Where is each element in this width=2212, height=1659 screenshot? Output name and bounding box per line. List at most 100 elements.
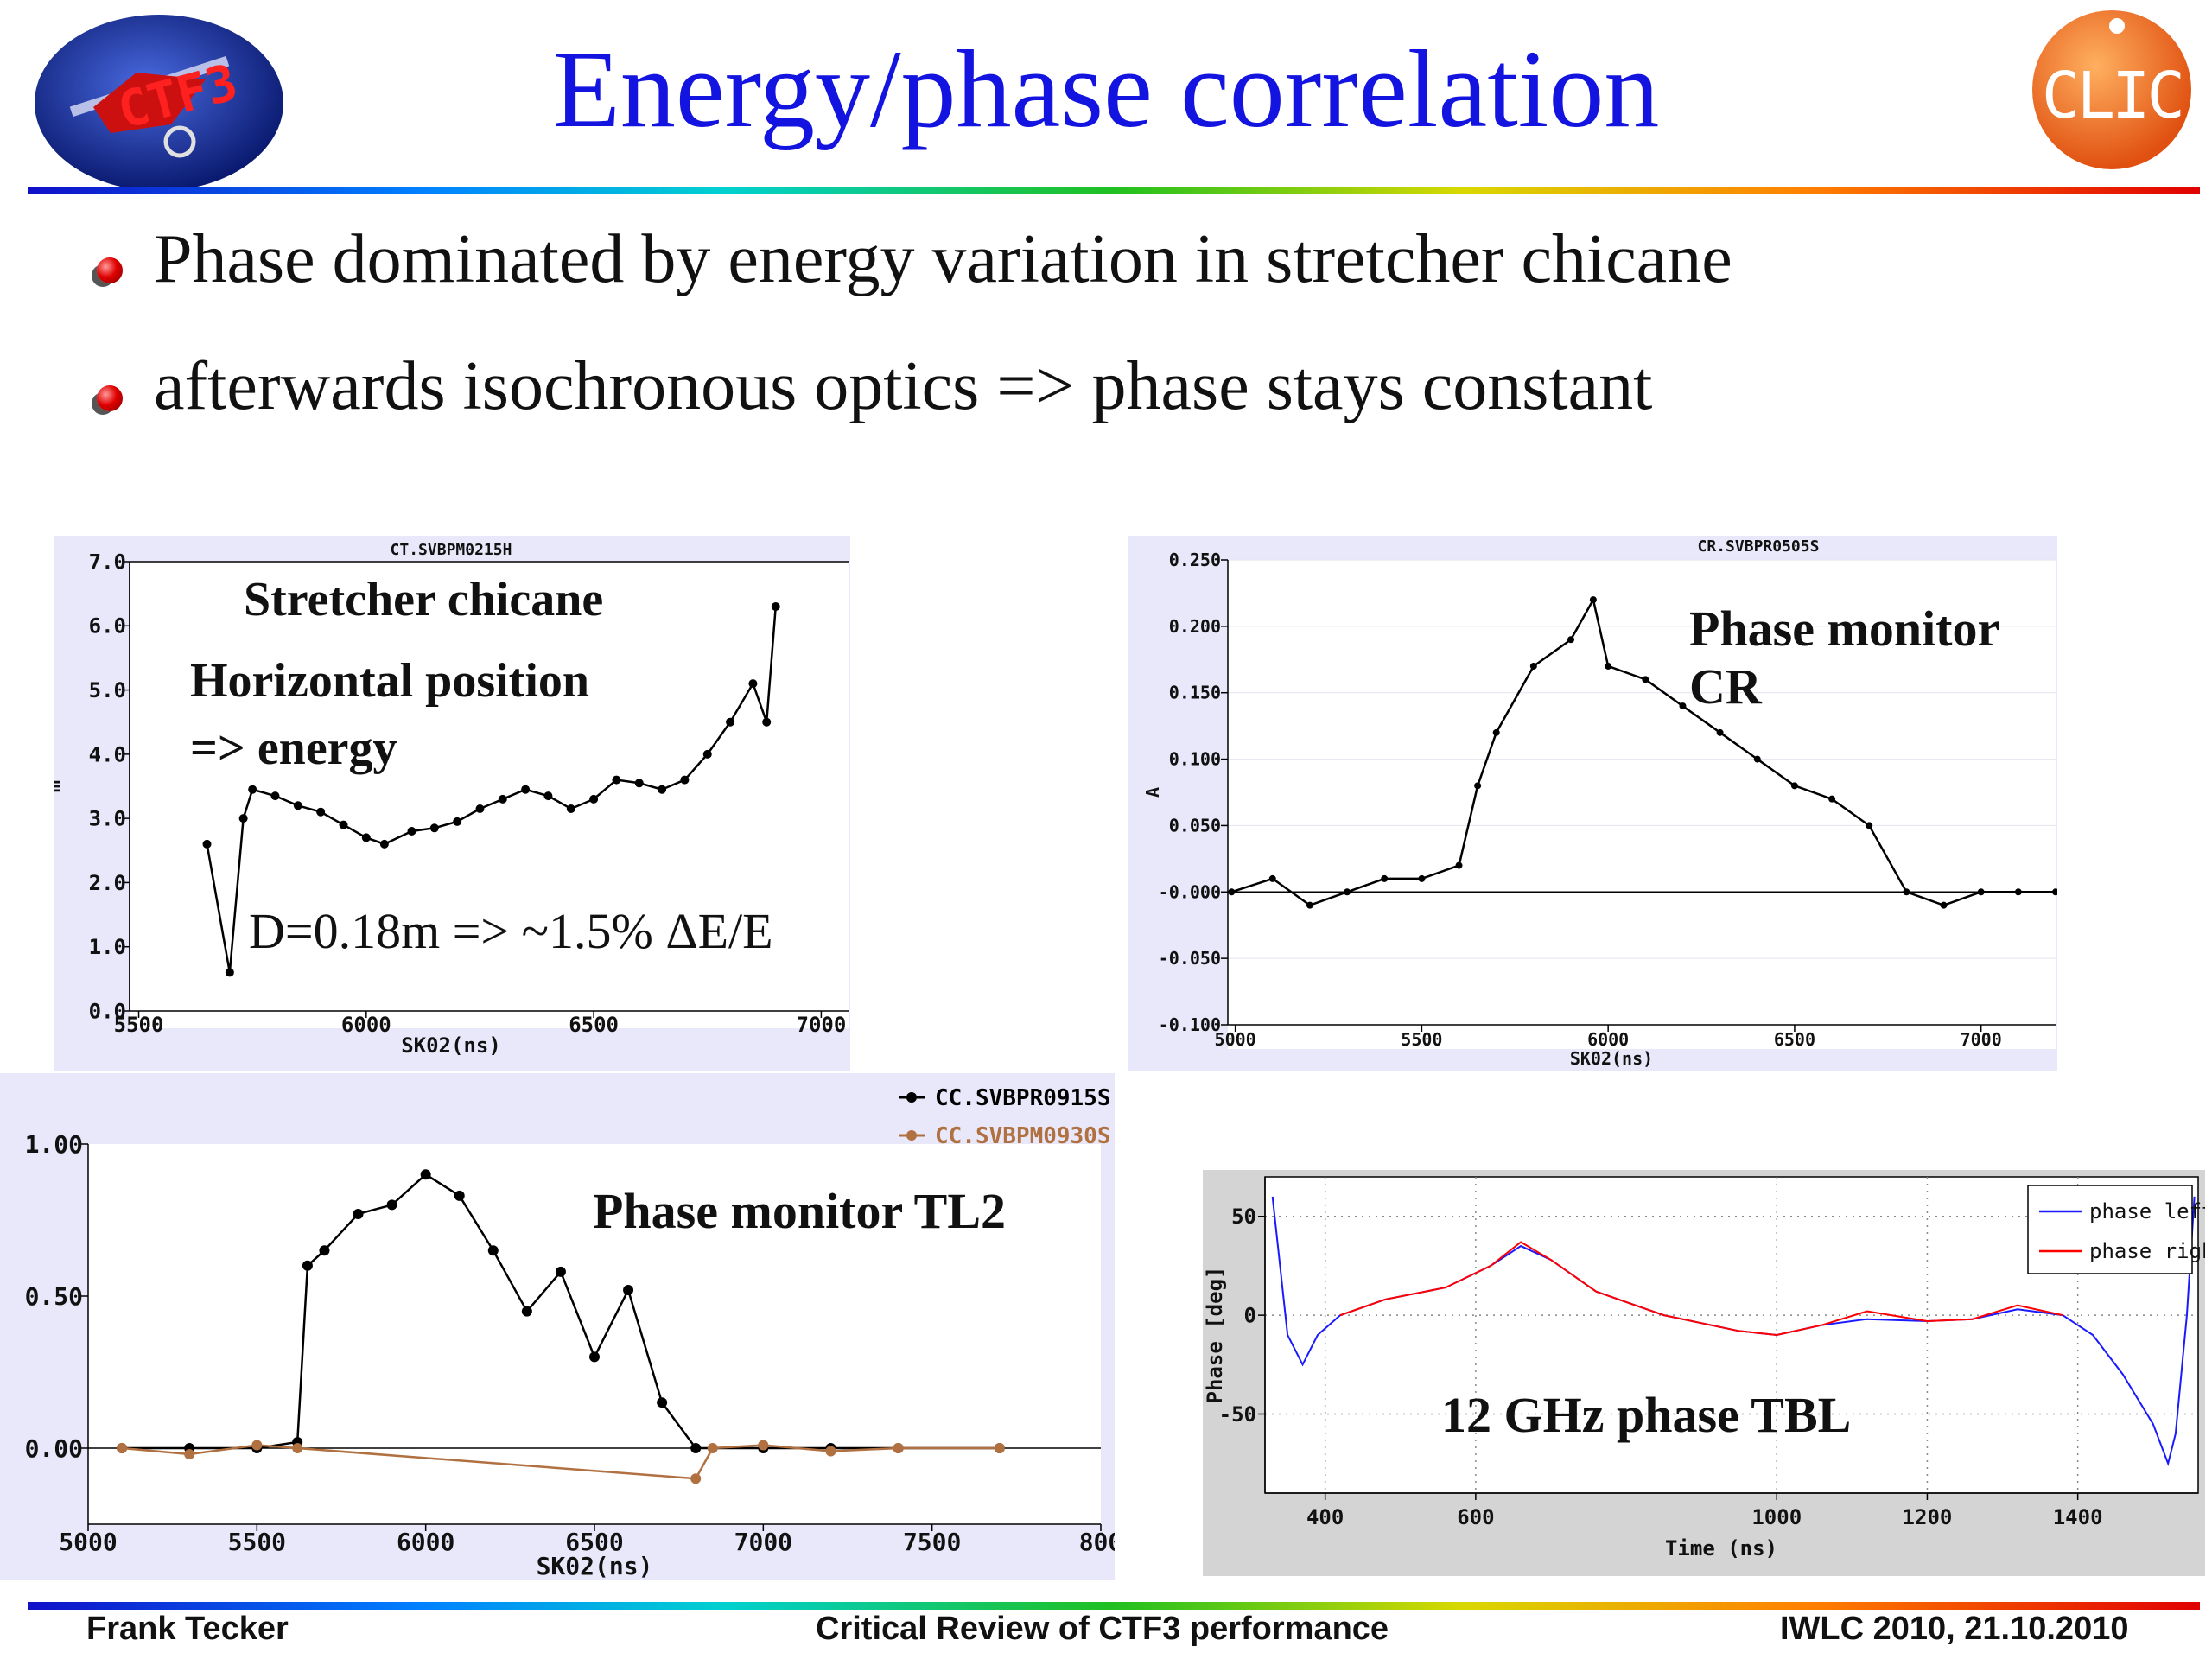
x-axis-label: SK02(ns) xyxy=(537,1552,653,1580)
data-point xyxy=(379,839,389,849)
data-point xyxy=(1492,728,1500,736)
data-point xyxy=(543,791,553,801)
data-point xyxy=(339,820,348,830)
y-tick-label: 7.0 xyxy=(89,550,126,574)
y-tick-label: 1.0 xyxy=(89,935,126,959)
x-tick-label: 1200 xyxy=(1903,1505,1953,1529)
data-point xyxy=(589,1351,600,1363)
data-point xyxy=(2014,888,2022,896)
x-tick-label: 7000 xyxy=(734,1528,792,1556)
footer-event: IWLC 2010, 21.10.2010 xyxy=(1780,1611,2129,1647)
header-divider xyxy=(28,187,2200,194)
data-point xyxy=(566,804,575,813)
annotation-stretcher: Stretcher chicane xyxy=(244,573,604,626)
x-axis-label: SK02(ns) xyxy=(401,1033,501,1058)
bullet-text: afterwards isochronous optics => phase s… xyxy=(154,348,1653,424)
annotation-dispersion: D=0.18m => ~1.5% ΔE/E xyxy=(249,903,773,959)
data-point xyxy=(454,1190,465,1201)
data-point xyxy=(771,602,780,611)
x-tick-label: 7000 xyxy=(797,1013,847,1037)
chart-panel-tl2: 5000 5500 6000 6500 7000 7500 800 1.00 0.50 0.00 S… xyxy=(0,1073,1115,1580)
data-point xyxy=(407,827,416,836)
data-point xyxy=(293,801,302,810)
annotation-horizontal-position: Horizontal position xyxy=(190,654,590,708)
y-tick-label: 0.00 xyxy=(25,1434,83,1463)
y-tick-label: 0 xyxy=(1244,1304,1256,1328)
y-tick-label: 0.50 xyxy=(25,1282,83,1311)
data-point xyxy=(386,1199,397,1211)
data-point xyxy=(1455,861,1463,869)
legend-label: CC.SVBPR0915S xyxy=(935,1085,1111,1111)
legend-label: phase right xyxy=(2089,1239,2205,1263)
y-tick-label: -0.000 xyxy=(1159,881,1221,902)
data-point xyxy=(117,1443,128,1453)
data-point xyxy=(420,1169,431,1180)
chart-cr: CR.SVBPR0505S 5000 5500 6000 6500 7000 0.250 0… xyxy=(1142,537,2057,1069)
data-point xyxy=(1828,795,1836,803)
footer-divider xyxy=(28,1602,2200,1610)
y-axis-label: Phase [deg] xyxy=(1203,1267,1227,1404)
data-point xyxy=(1589,596,1597,604)
data-point xyxy=(680,775,690,785)
y-tick-label: 5.0 xyxy=(89,678,126,702)
y-tick-label: 50 xyxy=(1231,1205,1256,1229)
series-line xyxy=(206,606,777,973)
data-point xyxy=(521,785,531,794)
data-point xyxy=(658,785,667,794)
data-point xyxy=(1642,676,1649,683)
data-point xyxy=(1529,662,1537,670)
clic-logo: CLIC xyxy=(2027,3,2196,176)
data-point xyxy=(702,749,712,759)
svg-text:CLIC: CLIC xyxy=(2042,59,2182,133)
x-tick-label: 6500 xyxy=(565,1528,623,1556)
data-point xyxy=(292,1443,303,1453)
y-axis-label: A xyxy=(1142,787,1163,798)
annotation-energy: => energy xyxy=(190,721,397,775)
bullet-icon xyxy=(97,385,123,411)
y-tick-label: 3.0 xyxy=(89,807,126,831)
data-point xyxy=(825,1446,836,1457)
data-point xyxy=(353,1208,364,1219)
data-point xyxy=(762,717,772,727)
x-tick-label: 1000 xyxy=(1751,1505,1802,1529)
data-point xyxy=(498,794,507,804)
chart-panel-stretcher: CT.SVBPM0215H 5500 6000 6500 7000 0.0 1.0 2.0 3… xyxy=(54,536,850,1071)
y-tick-label: 0.150 xyxy=(1169,683,1221,703)
data-point xyxy=(994,1443,1005,1453)
data-point xyxy=(748,679,758,689)
data-point xyxy=(1679,702,1687,710)
data-point xyxy=(270,791,280,801)
data-point xyxy=(1418,874,1426,882)
x-tick-label: 5000 xyxy=(1215,1029,1256,1050)
y-tick-label: 2.0 xyxy=(89,871,126,895)
series-line xyxy=(121,1444,1000,1480)
y-axis-label: m xyxy=(54,780,66,792)
x-tick-label: 5500 xyxy=(114,1013,164,1037)
data-point xyxy=(707,1443,718,1453)
data-point xyxy=(238,814,248,823)
y-tick-label: -0.050 xyxy=(1159,948,1221,969)
data-point xyxy=(634,779,644,788)
bullet-icon xyxy=(97,257,123,283)
data-point xyxy=(453,817,462,826)
data-point xyxy=(1306,901,1313,909)
data-point xyxy=(1268,874,1276,882)
data-point xyxy=(1381,874,1389,882)
data-point xyxy=(1977,888,1985,896)
data-point xyxy=(657,1397,668,1408)
data-point xyxy=(251,1440,263,1451)
x-tick-label: 6000 xyxy=(397,1528,454,1556)
data-point xyxy=(225,968,234,977)
footer-talk-title: Critical Review of CTF3 performance xyxy=(816,1611,1389,1647)
data-point xyxy=(1474,782,1482,790)
x-tick-label: 7500 xyxy=(903,1528,961,1556)
data-point xyxy=(1228,888,1236,896)
data-point xyxy=(521,1306,532,1317)
footer-author: Frank Tecker xyxy=(86,1611,289,1647)
data-point xyxy=(1716,728,1724,736)
x-axis-label: SK02(ns) xyxy=(1570,1048,1653,1069)
y-tick-label: 4.0 xyxy=(89,742,126,766)
data-point xyxy=(1753,755,1761,763)
data-point xyxy=(1903,888,1910,896)
